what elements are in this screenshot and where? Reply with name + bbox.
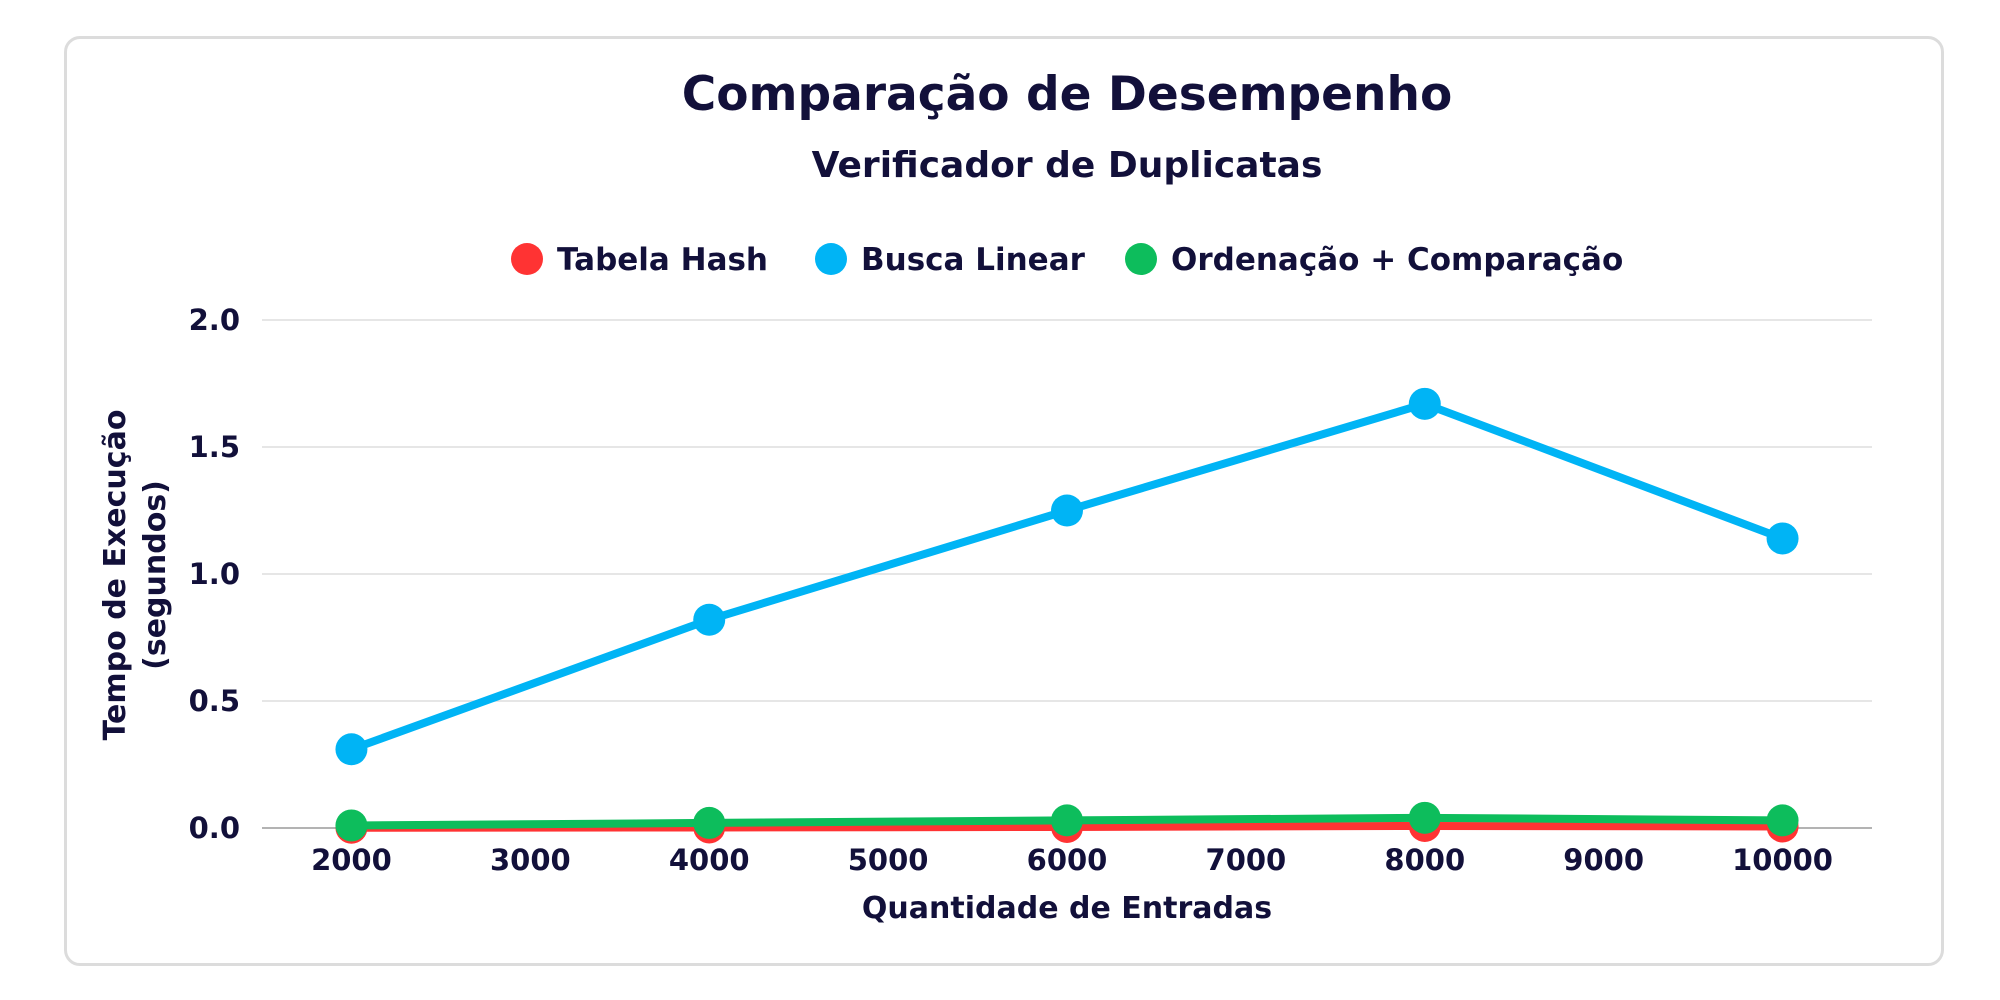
data-point [335, 733, 368, 766]
y-axis-label-line-1: Tempo de Execução [98, 410, 133, 741]
legend-item: Busca Linear [815, 242, 1086, 278]
x-axis-ticks: 2000 3000 4000 5000 6000 7000 8000 9000 10000 [311, 843, 1833, 877]
y-tick-label: 1.0 [189, 557, 240, 591]
x-tick-label: 8000 [1384, 843, 1465, 877]
data-point [693, 603, 726, 636]
grid [262, 319, 1872, 829]
y-axis-label-line-2: (segundos) [138, 480, 173, 670]
y-axis-ticks: 0.0 0.5 1.0 1.5 2.0 [189, 303, 240, 845]
series-line [347, 399, 1787, 754]
y-axis-label: Tempo de Execução (segundos) [98, 410, 173, 741]
legend-marker [815, 243, 847, 275]
data-point [335, 809, 368, 842]
data-point [1408, 801, 1441, 834]
legend-label: Tabela Hash [557, 242, 768, 278]
legend-label: Busca Linear [861, 242, 1086, 278]
legend-item: Ordenação + Comparação [1125, 242, 1623, 278]
x-tick-label: 3000 [490, 843, 571, 877]
legend-marker [511, 243, 543, 275]
data-point [1051, 804, 1083, 837]
chart-title: Comparação de Desempenho [682, 67, 1453, 122]
y-tick-label: 1.5 [189, 430, 240, 464]
x-tick-label: 7000 [1206, 843, 1287, 877]
series-1 [335, 387, 1799, 766]
x-tick-label: 2000 [311, 843, 392, 877]
x-tick-label: 9000 [1563, 843, 1644, 877]
legend: Tabela Hash Busca Linear Ordenação + Compa… [511, 242, 1623, 278]
data-point [1766, 804, 1799, 837]
data-point [693, 806, 726, 839]
series-2 [335, 801, 1799, 842]
y-tick-label: 0.5 [189, 684, 240, 718]
legend-item: Tabela Hash [511, 242, 768, 278]
data-point [1408, 387, 1441, 420]
series-layer [335, 387, 1799, 844]
x-tick-label: 10000 [1732, 843, 1833, 877]
chart-card [64, 36, 1944, 966]
y-tick-label: 2.0 [189, 303, 240, 337]
legend-marker [1125, 243, 1157, 275]
x-tick-label: 5000 [848, 843, 929, 877]
data-point [1766, 522, 1799, 555]
y-tick-label: 0.0 [189, 811, 240, 845]
legend-label: Ordenação + Comparação [1171, 242, 1623, 278]
chart-subtitle: Verificador de Duplicatas [812, 145, 1323, 186]
x-axis-label: Quantidade de Entradas [862, 891, 1272, 926]
data-point [1051, 494, 1083, 527]
x-tick-label: 4000 [669, 843, 750, 877]
x-tick-label: 6000 [1027, 843, 1108, 877]
